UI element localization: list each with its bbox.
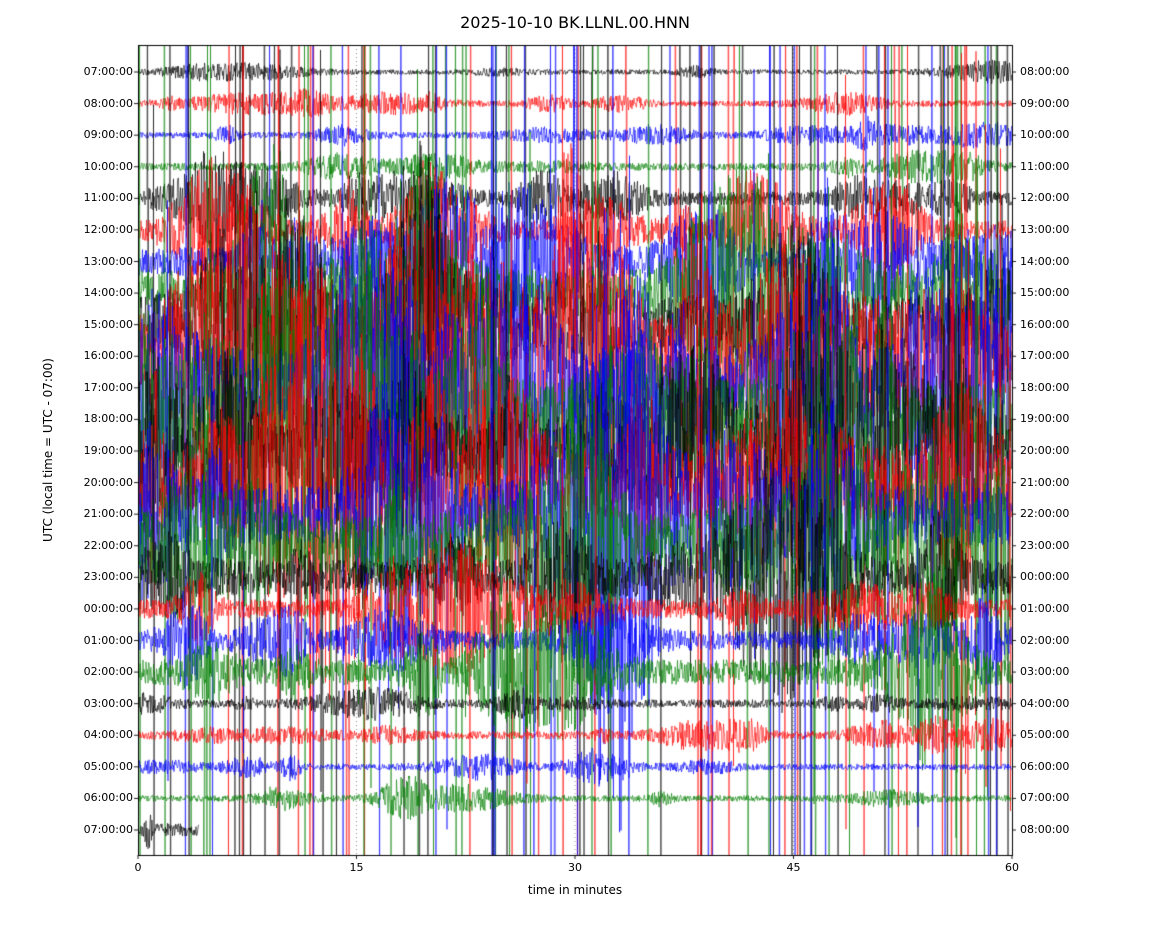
local-tick-label: 12:00:00 [1020,191,1070,205]
local-tick-label: 21:00:00 [1020,475,1070,489]
local-tick-label: 10:00:00 [1020,128,1070,142]
x-tick-label: 0 [134,861,142,874]
local-tick-label: 08:00:00 [1020,823,1070,836]
local-tick-label: 09:00:00 [1020,96,1070,110]
local-tick-label: 01:00:00 [1020,601,1070,615]
utc-tick-label: 16:00:00 [83,349,133,363]
local-tick-label: 00:00:00 [1020,570,1070,584]
local-tick-label: 23:00:00 [1020,538,1070,552]
local-tick-label: 20:00:00 [1020,444,1070,457]
x-tick-label: 30 [568,861,582,874]
local-tick-label: 04:00:00 [1020,696,1070,710]
local-tick-label: 03:00:00 [1020,665,1070,679]
local-tick-label: 11:00:00 [1020,159,1070,173]
utc-tick-label: 13:00:00 [83,254,133,268]
utc-tick-label: 02:00:00 [83,665,133,679]
utc-tick-label: 07:00:00 [83,823,133,836]
local-tick-label: 13:00:00 [1020,222,1070,236]
utc-tick-label: 11:00:00 [83,191,133,205]
local-tick-label: 07:00:00 [1020,791,1070,805]
utc-tick-label: 04:00:00 [83,728,133,742]
local-tick-label: 02:00:00 [1020,633,1070,647]
utc-tick-label: 18:00:00 [83,412,133,426]
x-axis-label: time in minutes [527,883,623,897]
utc-tick-label: 00:00:00 [83,601,133,615]
utc-tick-label: 08:00:00 [83,96,133,110]
utc-tick-label: 22:00:00 [83,538,133,552]
utc-tick-label: 10:00:00 [83,159,133,173]
x-tick-label: 60 [1005,861,1019,874]
utc-tick-label: 15:00:00 [83,317,133,331]
plot-title: 2025-10-10 BK.LLNL.00.HNN [460,13,690,32]
y-axis-label: UTC (local time = UTC - 07:00) [41,358,55,542]
utc-tick-label: 06:00:00 [83,791,133,805]
utc-tick-label: 17:00:00 [83,380,133,394]
local-tick-label: 06:00:00 [1020,759,1070,773]
utc-tick-label: 12:00:00 [83,222,133,236]
utc-tick-label: 09:00:00 [83,128,133,142]
x-tick-label: 15 [349,861,364,874]
utc-tick-label: 07:00:00 [83,65,133,78]
local-tick-label: 17:00:00 [1020,349,1070,363]
local-tick-label: 14:00:00 [1020,254,1070,268]
local-tick-label: 05:00:00 [1020,728,1070,742]
local-tick-label: 16:00:00 [1020,317,1070,331]
utc-tick-label: 23:00:00 [83,570,133,584]
utc-tick-label: 20:00:00 [83,475,133,489]
local-tick-label: 08:00:00 [1020,65,1070,78]
utc-tick-label: 19:00:00 [83,444,133,457]
utc-tick-label: 05:00:00 [83,759,133,773]
local-tick-label: 18:00:00 [1020,380,1070,394]
utc-tick-label: 14:00:00 [83,286,133,300]
utc-tick-label: 03:00:00 [83,696,133,710]
local-tick-label: 22:00:00 [1020,507,1070,521]
local-tick-label: 15:00:00 [1020,286,1070,300]
utc-tick-label: 21:00:00 [83,507,133,521]
x-tick-label: 45 [786,861,801,874]
local-tick-label: 19:00:00 [1020,412,1070,426]
utc-tick-label: 01:00:00 [83,633,133,647]
